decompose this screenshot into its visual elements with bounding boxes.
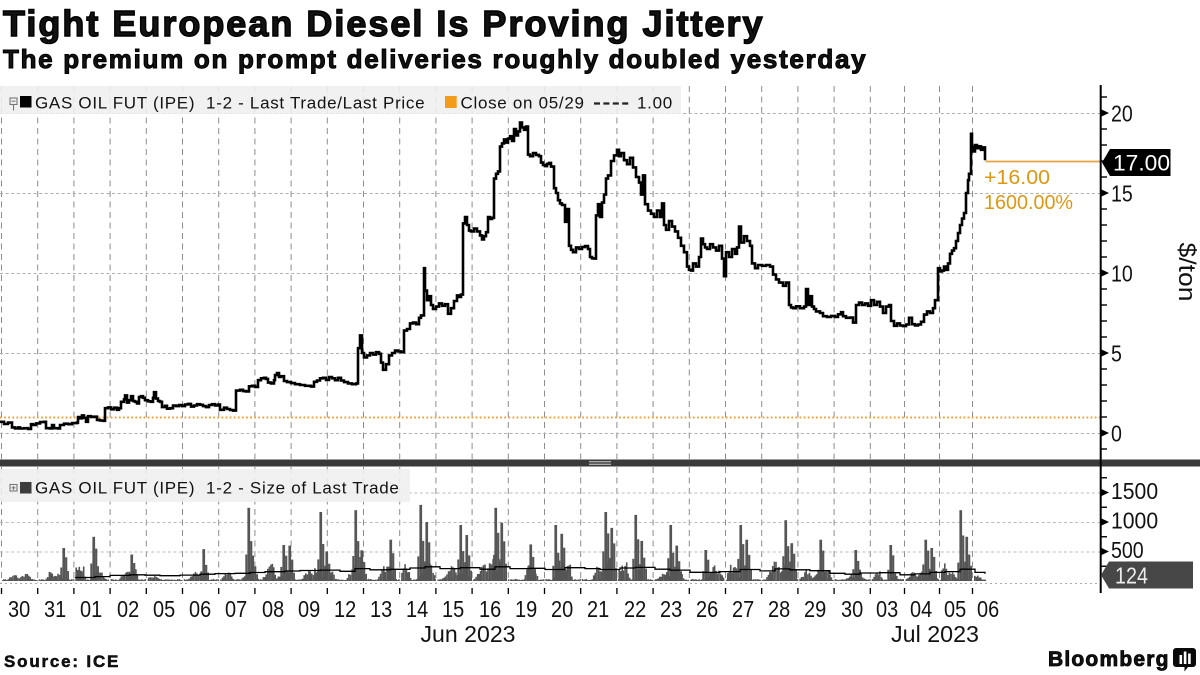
svg-text:Tight European Diesel Is Provi: Tight European Diesel Is Proving Jittery xyxy=(3,3,765,44)
svg-text:1.00: 1.00 xyxy=(637,94,673,113)
svg-text:500: 500 xyxy=(1111,537,1144,563)
svg-text:GAS OIL FUT (IPE) 1-2 - Size: GAS OIL FUT (IPE) 1-2 - Size of Last Tra… xyxy=(35,479,400,498)
svg-text:Jul 2023: Jul 2023 xyxy=(891,621,979,647)
svg-text:Jun 2023: Jun 2023 xyxy=(421,621,516,647)
svg-text:23: 23 xyxy=(660,596,682,622)
svg-text:29: 29 xyxy=(804,596,826,622)
svg-text:05: 05 xyxy=(153,596,175,622)
svg-text:02: 02 xyxy=(117,596,139,622)
svg-text:1500: 1500 xyxy=(1111,478,1158,504)
svg-text:05: 05 xyxy=(944,596,966,622)
svg-text:03: 03 xyxy=(876,596,898,622)
svg-text:15: 15 xyxy=(1111,181,1133,207)
svg-text:Bloomberg: Bloomberg xyxy=(1048,648,1170,671)
svg-text:+16.00: +16.00 xyxy=(984,167,1050,189)
svg-text:19: 19 xyxy=(515,596,537,622)
svg-text:20: 20 xyxy=(1111,101,1133,127)
svg-text:10: 10 xyxy=(1111,261,1133,287)
svg-text:28: 28 xyxy=(768,596,790,622)
svg-text:15: 15 xyxy=(442,596,464,622)
svg-text:16: 16 xyxy=(479,596,501,622)
svg-text:06: 06 xyxy=(977,596,999,622)
svg-text:07: 07 xyxy=(225,596,247,622)
svg-text:04: 04 xyxy=(910,596,932,622)
svg-text:Close on 05/29: Close on 05/29 xyxy=(461,94,585,113)
svg-text:20: 20 xyxy=(551,596,573,622)
svg-text:1000: 1000 xyxy=(1111,508,1158,534)
svg-text:GAS OIL FUT (IPE) 1-2 - Last: GAS OIL FUT (IPE) 1-2 - Last Trade/Last … xyxy=(35,94,425,113)
svg-text:1600.00%: 1600.00% xyxy=(984,192,1073,214)
svg-text:13: 13 xyxy=(370,596,392,622)
svg-text:21: 21 xyxy=(587,596,609,622)
svg-text:$/ton: $/ton xyxy=(1173,243,1200,302)
svg-text:17.00: 17.00 xyxy=(1113,151,1170,176)
svg-text:22: 22 xyxy=(624,596,646,622)
svg-text:Source: ICE: Source: ICE xyxy=(4,652,120,671)
svg-text:5: 5 xyxy=(1111,341,1122,367)
svg-text:26: 26 xyxy=(696,596,718,622)
svg-text:30: 30 xyxy=(8,596,30,622)
svg-text:30: 30 xyxy=(841,596,863,622)
svg-text:14: 14 xyxy=(406,596,428,622)
svg-text:09: 09 xyxy=(298,596,320,622)
svg-text:08: 08 xyxy=(262,596,284,622)
svg-text:27: 27 xyxy=(732,596,754,622)
svg-text:0: 0 xyxy=(1111,421,1122,447)
svg-text:06: 06 xyxy=(189,596,211,622)
svg-text:31: 31 xyxy=(44,596,66,622)
svg-text:01: 01 xyxy=(80,596,102,622)
svg-text:The premium on prompt deliveri: The premium on prompt deliveries roughly… xyxy=(3,44,867,74)
svg-text:124: 124 xyxy=(1115,563,1148,589)
svg-text:12: 12 xyxy=(334,596,356,622)
